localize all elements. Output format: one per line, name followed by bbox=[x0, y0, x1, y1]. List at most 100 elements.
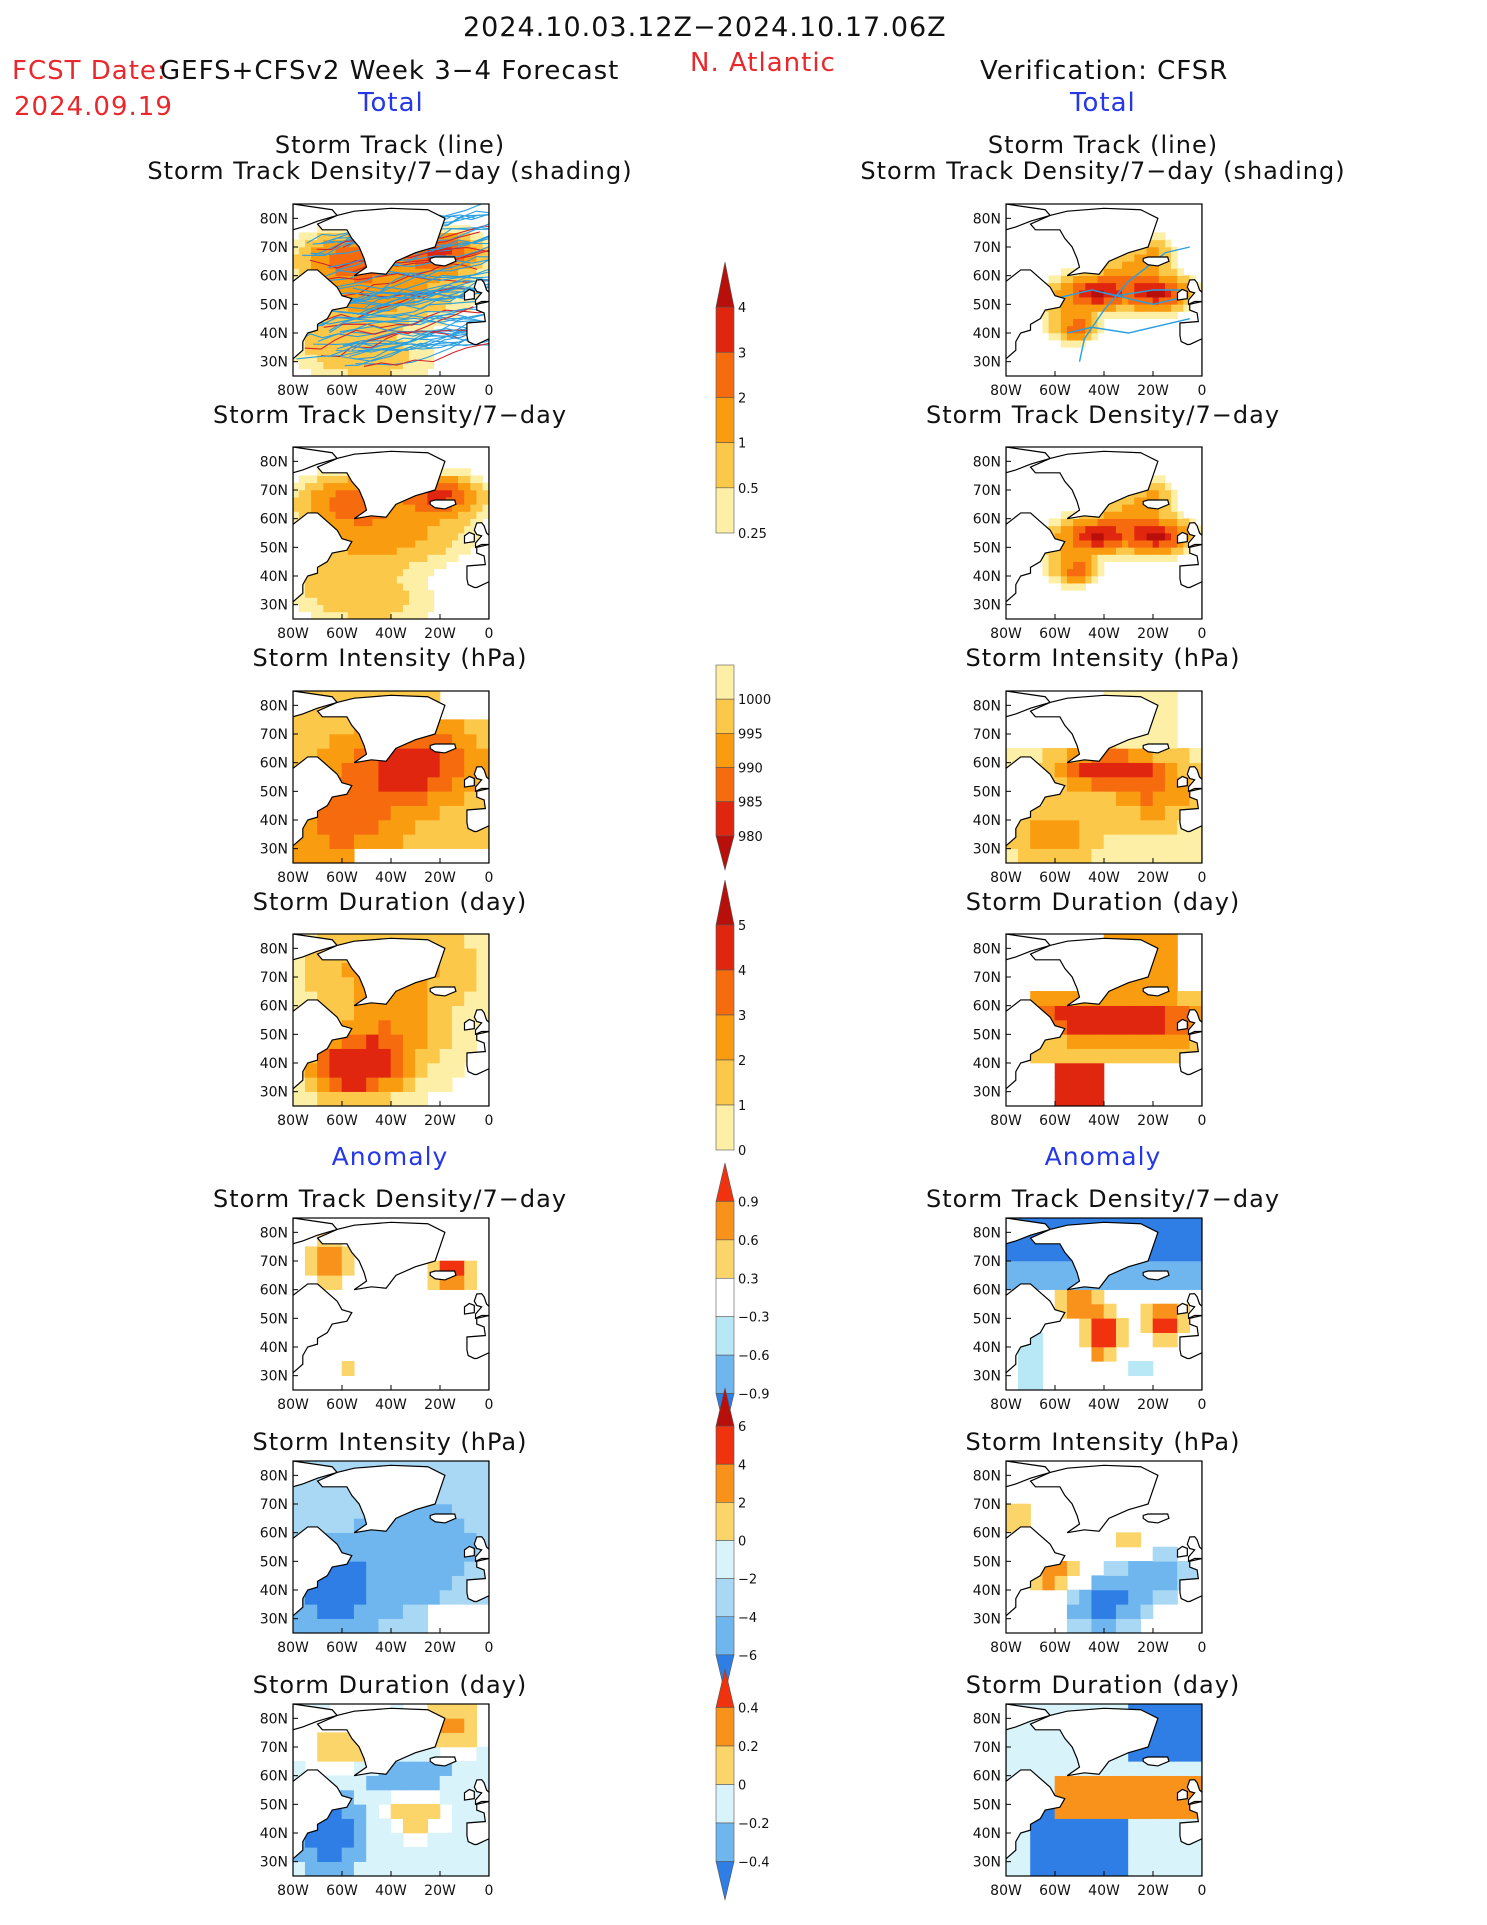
lat-tick-label: 30N bbox=[260, 1612, 288, 1628]
shading-cell bbox=[439, 934, 453, 949]
shading-cell bbox=[1134, 282, 1142, 291]
shading-cell bbox=[384, 347, 392, 355]
shading-cell bbox=[1164, 504, 1172, 512]
shading-cell bbox=[341, 748, 355, 763]
shading-cell bbox=[304, 1589, 318, 1605]
shading-cell bbox=[1152, 311, 1160, 319]
shading-cell bbox=[433, 511, 441, 519]
shading-cell bbox=[335, 354, 343, 362]
lon-tick-label: 40W bbox=[375, 1113, 407, 1129]
shading-cell bbox=[1152, 547, 1160, 555]
shading-cell bbox=[1079, 568, 1086, 577]
shading-cell bbox=[439, 1062, 453, 1078]
title-track-line-left: Storm Track (line) bbox=[274, 131, 506, 159]
shading-cell bbox=[1115, 1832, 1129, 1848]
shading-cell bbox=[1085, 311, 1093, 319]
shading-cell bbox=[366, 1077, 380, 1092]
lon-tick-label: 20W bbox=[1137, 1640, 1169, 1656]
shading-cell bbox=[476, 1461, 489, 1476]
shading-cell bbox=[415, 1077, 429, 1092]
shading-cell bbox=[323, 568, 331, 577]
shading-cell bbox=[1164, 1861, 1178, 1876]
greenland-land bbox=[316, 694, 446, 764]
iceland-land bbox=[429, 1756, 457, 1767]
shading-cell bbox=[409, 504, 416, 512]
lat-tick-label: 60N bbox=[260, 1769, 288, 1785]
shading-cell bbox=[445, 475, 453, 484]
shading-cell bbox=[1171, 547, 1178, 555]
shading-cell bbox=[347, 511, 355, 519]
shading-cell bbox=[1134, 518, 1142, 527]
shading-cell bbox=[323, 232, 331, 241]
shading-cell bbox=[1066, 532, 1074, 541]
shading-cell bbox=[458, 289, 465, 298]
shading-cell bbox=[1189, 748, 1202, 763]
shading-cell bbox=[329, 575, 337, 584]
shading-cell bbox=[329, 733, 343, 749]
shading-cell bbox=[1128, 1361, 1142, 1376]
shading-cell bbox=[1115, 762, 1129, 778]
shading-cell bbox=[1066, 547, 1074, 555]
shading-cell bbox=[451, 511, 459, 519]
shading-cell bbox=[1177, 1775, 1191, 1791]
shading-cell bbox=[427, 1532, 441, 1548]
shading-cell bbox=[402, 368, 410, 376]
shading-cell bbox=[433, 539, 441, 548]
shading-cell bbox=[451, 468, 459, 476]
shading-cell bbox=[482, 261, 489, 269]
lon-tick-label: 40W bbox=[1088, 1883, 1120, 1899]
north-america-land bbox=[1006, 447, 1066, 607]
shading-cell bbox=[304, 489, 312, 498]
shading-cell bbox=[451, 1005, 465, 1021]
shading-cell bbox=[427, 1077, 441, 1092]
shading-cell bbox=[427, 554, 435, 562]
shading-cell bbox=[1066, 568, 1074, 577]
shading-cell bbox=[1115, 1034, 1129, 1049]
shading-cell bbox=[1091, 1062, 1105, 1078]
lat-tick-label: 50N bbox=[973, 784, 1001, 800]
shading-cell bbox=[402, 504, 410, 512]
shading-cell bbox=[439, 532, 447, 541]
shading-cell bbox=[1054, 575, 1062, 584]
shading-cell bbox=[427, 304, 435, 312]
shading-cell bbox=[1054, 282, 1062, 291]
shading-cell bbox=[409, 561, 416, 570]
storm-track-line bbox=[355, 336, 489, 366]
shading-cell bbox=[317, 347, 324, 355]
shading-cell bbox=[1066, 1861, 1080, 1876]
shading-cell bbox=[464, 1489, 478, 1505]
shading-cell bbox=[341, 1847, 355, 1862]
shading-cell bbox=[1177, 525, 1184, 534]
shading-cell bbox=[341, 325, 349, 334]
colorbar-duration-anom: 0.40.20−0.2−0.4 bbox=[715, 1668, 770, 1901]
shading-cell bbox=[1097, 532, 1105, 541]
shading-cell bbox=[1158, 547, 1166, 555]
shading-cell bbox=[1128, 282, 1135, 291]
shading-cell bbox=[1164, 1789, 1178, 1805]
shading-cell bbox=[353, 1005, 367, 1021]
shading-cell bbox=[464, 1461, 478, 1476]
storm-track-line bbox=[349, 323, 489, 349]
ireland-land bbox=[463, 775, 475, 788]
shading-cell bbox=[464, 762, 478, 778]
shading-cell bbox=[1109, 268, 1117, 276]
shading-cell bbox=[323, 611, 331, 619]
shading-cell bbox=[1091, 1618, 1105, 1633]
lon-tick-label: 80W bbox=[277, 626, 309, 642]
shading-cell bbox=[323, 354, 331, 362]
lat-tick-label: 30N bbox=[973, 598, 1001, 614]
colorbar-label: −0.3 bbox=[738, 1311, 770, 1326]
shading-cell bbox=[366, 304, 373, 312]
shading-cell bbox=[1115, 504, 1123, 512]
shading-cell bbox=[427, 1775, 441, 1791]
shading-cell bbox=[1164, 791, 1178, 806]
shading-cell bbox=[317, 834, 331, 849]
shading-cell bbox=[1177, 1275, 1191, 1290]
colorbar-label: 980 bbox=[738, 830, 763, 845]
shading-cell bbox=[427, 776, 441, 792]
lat-tick-label: 50N bbox=[260, 1797, 288, 1813]
shading-cell bbox=[1152, 1775, 1166, 1791]
shading-cell bbox=[353, 554, 361, 562]
shading-cell bbox=[304, 1604, 318, 1619]
